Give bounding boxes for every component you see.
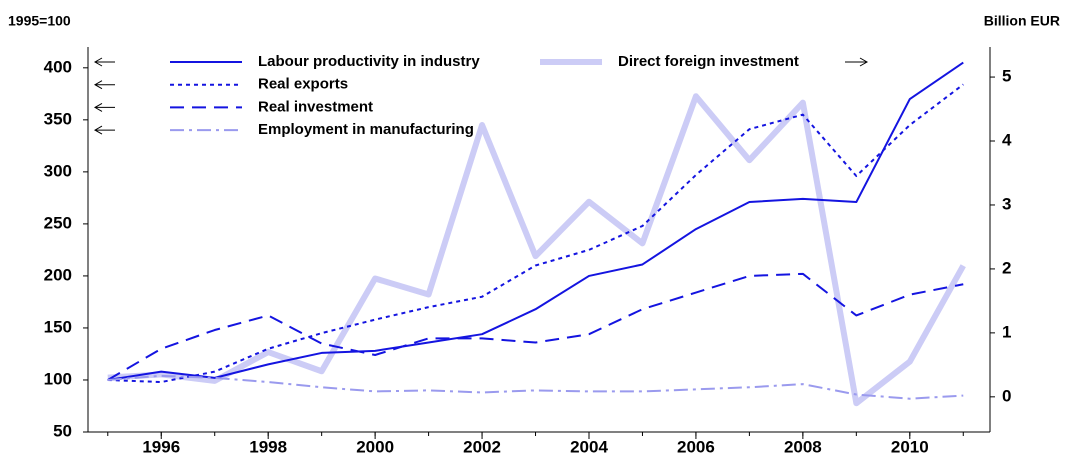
x-tick-label: 1998 (249, 437, 287, 456)
series-line (107, 374, 964, 400)
series-line (107, 272, 964, 381)
legend-label: Direct foreign investment (618, 53, 799, 70)
y2-tick-label: 2 (1002, 258, 1011, 277)
y-tick-label: 400 (44, 57, 72, 76)
legend-arrow (93, 80, 115, 90)
series-line (107, 93, 966, 407)
y-tick-label: 50 (53, 421, 72, 440)
y2-tick-label: 1 (1002, 322, 1011, 341)
x-tick-label: 2000 (356, 437, 394, 456)
x-tick-label: 2008 (784, 437, 822, 456)
x-tick-label: 2006 (677, 437, 715, 456)
legend-arrow (93, 125, 115, 135)
legend-arrow (93, 102, 115, 112)
legend-arrow (845, 57, 869, 67)
series-line (107, 83, 964, 384)
y2-tick-label: 5 (1002, 67, 1011, 86)
y2-tick-label: 0 (1002, 386, 1011, 405)
y-tick-label: 350 (44, 109, 72, 128)
y-tick-label: 300 (44, 161, 72, 180)
y2-tick-label: 4 (1002, 130, 1012, 149)
y-tick-label: 250 (44, 213, 72, 232)
legend-arrow (93, 57, 115, 67)
legend-label: Real investment (258, 98, 373, 115)
y-tick-label: 150 (44, 317, 72, 336)
x-tick-label: 2002 (463, 437, 501, 456)
series-line (107, 61, 964, 381)
legend-label: Employment in manufacturing (258, 121, 474, 138)
y-tick-label: 100 (44, 369, 72, 388)
x-tick-label: 2010 (891, 437, 929, 456)
legend-label: Real exports (258, 76, 348, 93)
y2-axis-title: Billion EUR (984, 13, 1060, 29)
y2-tick-label: 3 (1002, 194, 1011, 213)
y-axis-title: 1995=100 (8, 13, 71, 29)
x-tick-label: 2004 (570, 437, 608, 456)
x-tick-label: 1996 (142, 437, 180, 456)
legend-label: Labour productivity in industry (258, 53, 480, 70)
y-tick-label: 200 (44, 265, 72, 284)
